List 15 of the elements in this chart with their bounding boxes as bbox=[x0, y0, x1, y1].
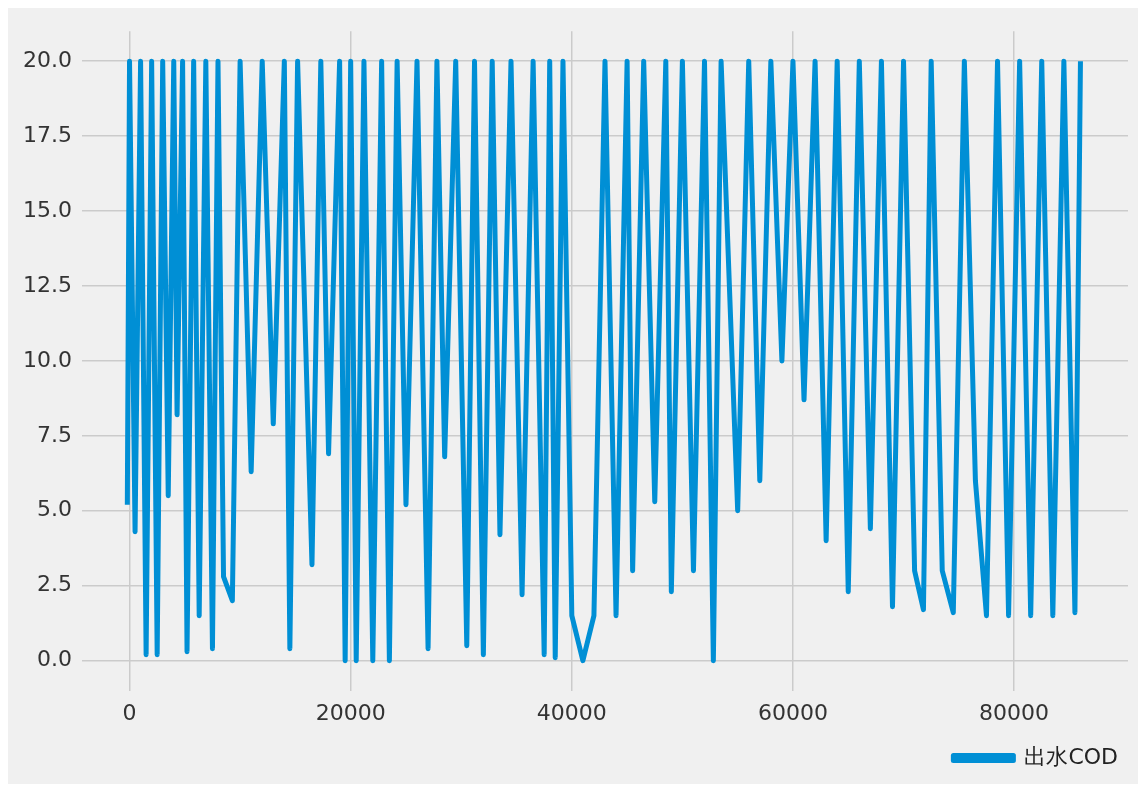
legend-label: 出水COD bbox=[1024, 743, 1119, 769]
x-tick-label: 80000 bbox=[979, 699, 1050, 725]
y-tick-label: 17.5 bbox=[23, 121, 72, 147]
y-tick-label: 5.0 bbox=[36, 496, 72, 522]
y-tick-label: 0.0 bbox=[36, 646, 72, 672]
y-tick-label: 10.0 bbox=[23, 346, 72, 372]
x-tick-label: 60000 bbox=[757, 699, 828, 725]
x-tick-label: 0 bbox=[122, 699, 137, 725]
y-tick-label: 20.0 bbox=[23, 46, 72, 72]
y-tick-label: 7.5 bbox=[36, 421, 72, 447]
y-tick-label: 12.5 bbox=[23, 271, 72, 297]
y-tick-label: 15.0 bbox=[23, 196, 72, 222]
y-tick-label: 2.5 bbox=[36, 571, 72, 597]
x-tick-label: 20000 bbox=[315, 699, 386, 725]
x-tick-label: 40000 bbox=[536, 699, 607, 725]
